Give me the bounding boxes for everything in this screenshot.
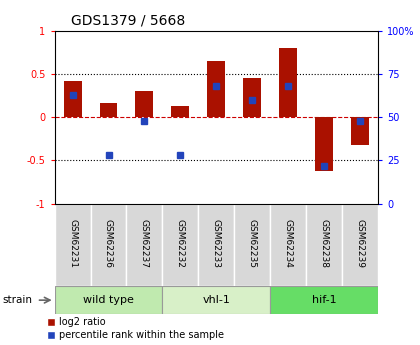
Bar	[55, 204, 91, 286]
Text: GSM62239: GSM62239	[356, 219, 365, 268]
Bar	[163, 204, 198, 286]
Bar	[207, 61, 225, 117]
Legend: log2 ratio, percentile rank within the sample: log2 ratio, percentile rank within the s…	[47, 317, 223, 340]
Text: GSM62235: GSM62235	[248, 219, 257, 268]
Text: GSM62233: GSM62233	[212, 219, 221, 268]
Bar	[63, 81, 81, 117]
Bar	[279, 48, 297, 117]
Text: strain: strain	[2, 295, 32, 305]
Text: GSM62238: GSM62238	[320, 219, 328, 268]
Bar	[91, 204, 126, 286]
Bar	[342, 204, 378, 286]
Text: GSM62237: GSM62237	[140, 219, 149, 268]
Bar	[171, 106, 189, 117]
Bar	[315, 117, 333, 171]
Bar	[198, 204, 234, 286]
Bar	[234, 204, 270, 286]
Bar	[135, 91, 153, 117]
Bar	[270, 204, 306, 286]
Text: vhl-1: vhl-1	[202, 295, 230, 305]
Bar	[270, 286, 378, 314]
Text: wild type: wild type	[83, 295, 134, 305]
Text: GSM62232: GSM62232	[176, 219, 185, 268]
Bar	[55, 286, 163, 314]
Bar	[351, 117, 369, 145]
Text: GDS1379 / 5668: GDS1379 / 5668	[71, 13, 185, 28]
Bar	[126, 204, 163, 286]
Text: hif-1: hif-1	[312, 295, 336, 305]
Bar	[243, 79, 261, 117]
Text: GSM62234: GSM62234	[284, 219, 293, 268]
Text: GSM62236: GSM62236	[104, 219, 113, 268]
Text: GSM62231: GSM62231	[68, 219, 77, 268]
Bar	[163, 286, 270, 314]
Bar	[306, 204, 342, 286]
Bar	[100, 103, 118, 117]
